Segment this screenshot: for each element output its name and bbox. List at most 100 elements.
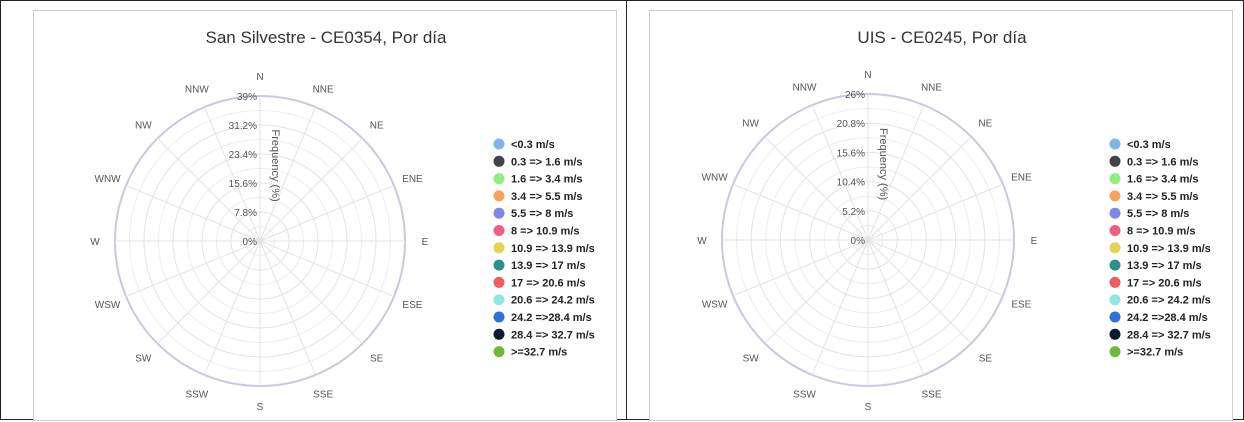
legend-item-label: 0.3 => 1.6 m/s	[1127, 156, 1199, 168]
grid-spoke	[259, 240, 395, 297]
legend-item-label: >=32.7 m/s	[511, 347, 567, 359]
legend-swatch	[493, 328, 505, 340]
legend-swatch	[493, 138, 505, 150]
grid-spoke	[204, 106, 261, 242]
chart-frame-uis: UIS - CE0245, Por día N NNE NE ENE E ESE SE SSE S…	[627, 0, 1244, 421]
legend-swatch	[493, 225, 505, 236]
legend-item-label: 17 => 20.6 m/s	[511, 277, 586, 289]
legend-swatch	[493, 242, 505, 254]
direction-label-ne: NE	[978, 119, 992, 130]
legend-item-label: 20.6 => 24.2 m/s	[511, 295, 595, 307]
grid-spoke	[732, 239, 869, 297]
grid-spoke	[867, 239, 972, 344]
legend-swatch	[1109, 207, 1121, 219]
legend-swatch	[1109, 311, 1121, 323]
radial-tick-label: 10.4%	[837, 178, 865, 189]
direction-label-se: SE	[370, 354, 384, 365]
legend-swatch	[1109, 242, 1121, 254]
radial-tick-label: 20.8%	[837, 119, 865, 130]
direction-label-sse: SSE	[313, 389, 333, 400]
direction-label-w: W	[697, 236, 707, 247]
legend-swatch	[493, 276, 505, 288]
direction-label-n: N	[864, 70, 871, 81]
legend-item-label: 1.6 => 3.4 m/s	[511, 174, 583, 186]
grid-spoke	[764, 239, 869, 344]
legend-item-label: 17 => 20.6 m/s	[1127, 277, 1202, 289]
radial-tick-label: 31.2%	[229, 121, 257, 132]
direction-label-e: E	[1031, 236, 1038, 247]
direction-label-ne: NE	[370, 120, 384, 131]
chart-title: UIS - CE0245, Por día	[857, 28, 1027, 47]
chart-panel: San Silvestre - CE0354, Por día N NNE NE ENE…	[33, 10, 617, 421]
chart-frame-san-silvestre: San Silvestre - CE0354, Por día N NNE NE ENE…	[0, 0, 627, 421]
legend-swatch	[493, 294, 505, 306]
grid-spoke	[764, 136, 869, 241]
legend-item-label: <0.3 m/s	[1127, 139, 1171, 151]
direction-label-nw: NW	[135, 120, 152, 131]
legend-item-label: 24.2 =>28.4 m/s	[511, 312, 592, 324]
legend-swatch	[1109, 346, 1121, 358]
legend-item-label: 3.4 => 5.5 m/s	[1127, 191, 1199, 203]
direction-label-ssw: SSW	[793, 389, 816, 400]
direction-label-ese: ESE	[402, 300, 422, 311]
radial-tick-label: 15.6%	[229, 179, 257, 190]
legend-swatch	[1109, 173, 1121, 185]
direction-label-e: E	[422, 237, 429, 248]
direction-label-s: S	[257, 402, 264, 413]
legend-item-label: 28.4 => 32.7 m/s	[511, 329, 595, 341]
legend-item-label: 10.9 => 13.9 m/s	[511, 243, 595, 255]
legend-item-label: 10.9 => 13.9 m/s	[1127, 243, 1211, 255]
legend-item-label: 13.9 => 17 m/s	[511, 260, 586, 272]
direction-label-wsw: WSW	[702, 300, 728, 311]
legend-item-label: 5.5 => 8 m/s	[1127, 208, 1189, 220]
chart-panel: UIS - CE0245, Por día N NNE NE ENE E ESE SE SSE S…	[649, 10, 1233, 421]
legend-swatch	[493, 207, 505, 219]
grid-spoke	[204, 240, 261, 376]
legend-item-label: 3.4 => 5.5 m/s	[511, 191, 583, 203]
grid-spoke	[259, 185, 395, 242]
direction-label-ese: ESE	[1011, 300, 1031, 311]
grid-spoke	[867, 104, 925, 241]
radial-axis-title: Frequency (%)	[877, 128, 889, 200]
legend-swatch	[493, 190, 505, 202]
legend-swatch	[493, 155, 505, 167]
grid-spoke	[259, 106, 316, 242]
windrose-chart-uis: UIS - CE0245, Por día N NNE NE ENE E ESE SE SSE S…	[697, 28, 1211, 413]
legend-swatch	[493, 259, 505, 271]
grid-spoke	[125, 240, 261, 297]
legend-swatch	[493, 173, 505, 185]
radial-tick-label: 26%	[845, 90, 865, 101]
radial-tick-label: 0%	[851, 236, 866, 247]
legend-swatch	[1109, 225, 1121, 236]
direction-label-nnw: NNW	[185, 85, 209, 96]
radial-tick-label: 39%	[237, 92, 257, 103]
legend-swatch	[1109, 138, 1121, 150]
legend-item-label: 28.4 => 32.7 m/s	[1127, 329, 1211, 341]
direction-label-nne: NNE	[921, 83, 942, 94]
legend-item-label: 20.6 => 24.2 m/s	[1127, 295, 1211, 307]
grid-spoke	[259, 240, 316, 376]
legend-swatch	[493, 346, 505, 358]
direction-label-nnw: NNW	[793, 83, 817, 94]
direction-label-nne: NNE	[313, 85, 334, 96]
direction-label-ene: ENE	[1011, 172, 1032, 183]
direction-label-s: S	[865, 402, 872, 413]
grid-spoke	[867, 239, 1004, 297]
legend-item-label: 8 => 10.9 m/s	[511, 226, 580, 238]
grid-spoke	[259, 138, 363, 242]
radial-tick-label: 0%	[243, 237, 258, 248]
grid-spoke	[259, 240, 363, 344]
legend-item-label: >=32.7 m/s	[1127, 347, 1183, 359]
radial-tick-label: 23.4%	[229, 150, 257, 161]
grid-spoke	[125, 185, 261, 242]
legend-swatch	[493, 311, 505, 323]
direction-label-sse: SSE	[922, 389, 942, 400]
chart-title: San Silvestre - CE0354, Por día	[206, 28, 448, 47]
radial-tick-label: 5.2%	[842, 207, 865, 218]
legend-item-label: 8 => 10.9 m/s	[1127, 226, 1196, 238]
legend-item-label: 24.2 =>28.4 m/s	[1127, 312, 1208, 324]
direction-label-wsw: WSW	[95, 300, 121, 311]
direction-label-se: SE	[979, 353, 993, 364]
legend-item-label: 1.6 => 3.4 m/s	[1127, 174, 1199, 186]
legend-swatch	[1109, 328, 1121, 340]
